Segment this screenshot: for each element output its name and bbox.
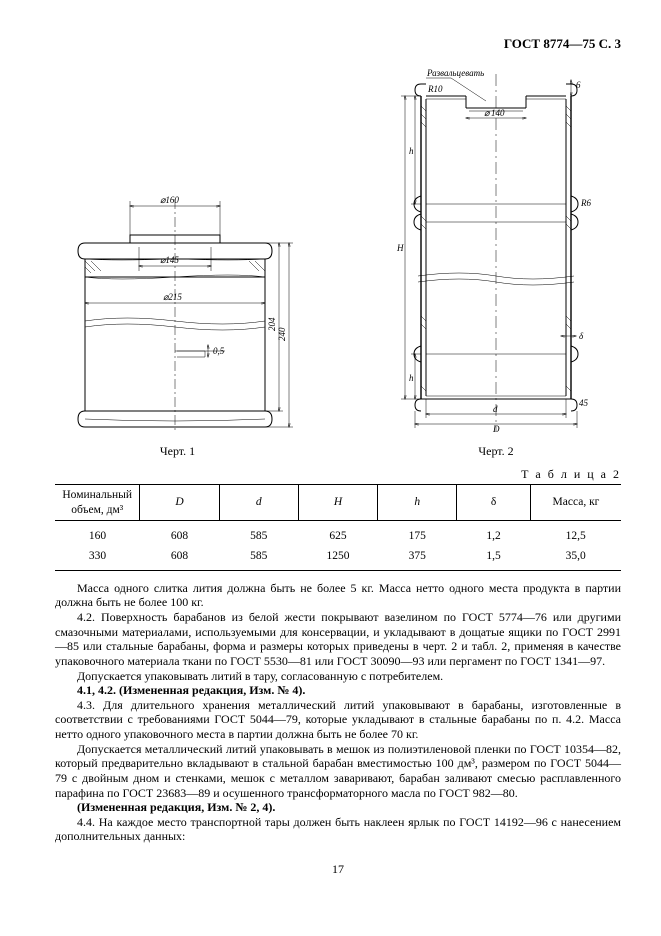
dim-delta: δ (579, 331, 584, 341)
dim-d215: ⌀215 (163, 292, 182, 302)
para: (Измененная редакция, Изм. № 2, 4). (55, 800, 621, 815)
dim-d160: ⌀160 (160, 195, 179, 205)
figure-1: ⌀160 ⌀145 (55, 181, 300, 459)
dim-140: 140 (491, 108, 505, 118)
dim-h204: 204 (267, 317, 277, 331)
figure-2-caption: Черт. 2 (371, 444, 621, 459)
para: Масса одного слитка лития должна быть не… (55, 581, 621, 610)
dim-d-small: d (493, 404, 498, 414)
fig2-top-label: Развальцевать (426, 68, 484, 78)
para: 4.3. Для длительного хранения металличес… (55, 698, 621, 742)
figure-1-svg: ⌀160 ⌀145 (55, 181, 300, 436)
th-3: H (298, 485, 377, 521)
page-number: 17 (55, 862, 621, 877)
dim-h240: 240 (277, 327, 287, 341)
th-4: h (378, 485, 457, 521)
dim-h-bot: h (409, 373, 414, 383)
dim-h-top: h (409, 146, 414, 156)
figures-row: ⌀160 ⌀145 (55, 66, 621, 459)
figure-1-caption: Черт. 1 (55, 444, 300, 459)
table-header-row: Номинальный объем, дм³ D d H h δ Масса, … (55, 485, 621, 521)
figure-2-svg: Развальцевать 6 (371, 66, 621, 436)
para: 4.2. Поверхность барабанов из белой жест… (55, 610, 621, 669)
th-2: d (219, 485, 298, 521)
dim-d145: ⌀145 (160, 255, 179, 265)
data-table: Номинальный объем, дм³ D d H h δ Масса, … (55, 484, 621, 571)
table-row: 330608585 12503751,5 35,0 (55, 546, 621, 570)
dim-r10: R10 (427, 84, 443, 94)
svg-text:⌀: ⌀ (484, 108, 491, 118)
dim-step: 0,5 (213, 346, 225, 356)
doc-header: ГОСТ 8774—75 С. 3 (55, 36, 621, 52)
dim-r6: R6 (580, 198, 591, 208)
dim-45: 45 (579, 398, 589, 408)
dim-D-big: D (492, 424, 500, 434)
dim-H: H (396, 243, 404, 253)
body-text: Масса одного слитка лития должна быть не… (55, 581, 621, 844)
para: Допускается металлический литий упаковыв… (55, 742, 621, 801)
th-6: Масса, кг (530, 485, 621, 521)
para: 4.1, 4.2. (Измененная редакция, Изм. № 4… (55, 683, 621, 698)
th-5: δ (457, 485, 531, 521)
th-1: D (140, 485, 219, 521)
th-0: Номинальный объем, дм³ (55, 485, 140, 521)
para: Допускается упаковывать литий в тару, со… (55, 669, 621, 684)
table-title: Т а б л и ц а 2 (55, 467, 621, 482)
table-row: 160608585 6251751,2 12,5 (55, 521, 621, 547)
figure-2: Развальцевать 6 (371, 66, 621, 459)
para: 4.4. На каждое место транспортной тары д… (55, 815, 621, 844)
